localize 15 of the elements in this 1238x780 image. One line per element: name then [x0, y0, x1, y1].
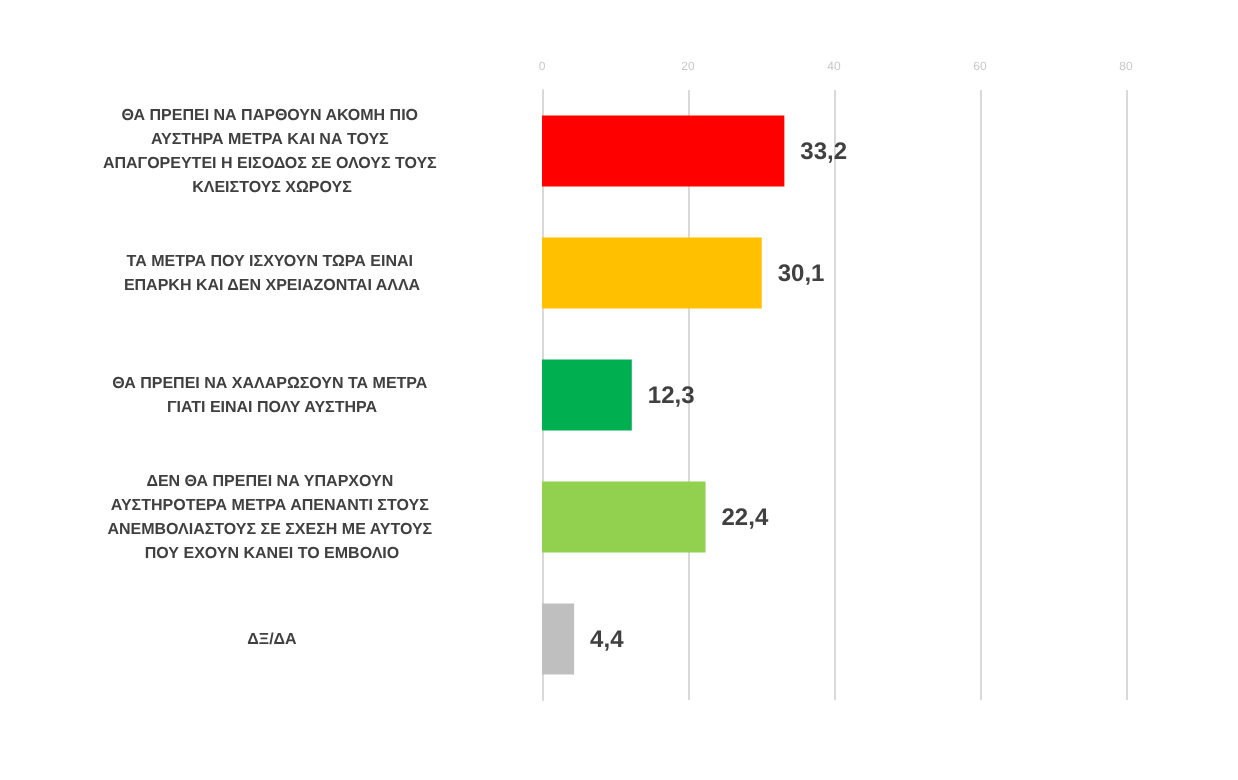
data-label: 22,4 — [721, 503, 769, 531]
bar — [542, 481, 706, 553]
data-label: 12,3 — [647, 381, 696, 409]
y-tick-label: ΤΑ ΜΕΤΡΑ ΠΟΥ ΙΣΧΥΟΥΝ ΤΩΡΑ ΕΙΝΑΙ ΕΠΑΡΚΗ ΚΑΙ ΔΕΝ ΧΡΕΙΑΖΟΝΤΑΙ ΑΛΛΑ — [123, 252, 421, 294]
data-label: 4,4 — [590, 625, 625, 653]
y-tick-label: ΔΞ/ΔΑ — [247, 630, 298, 648]
bar — [542, 359, 632, 431]
y-tick-label: ΔΕΝ ΘΑ ΠΡΕΠΕΙ ΝΑ ΥΠΑΡΧΟΥΝ ΑΥΣΤΗΡΟΤΕΡΑ ΜΕΤΡΑ ΑΠΕΝΑΝΤΙ ΣΤΟΥΣ ΑΝΕΜΒΟΛΙΑΣΤΟΥΣ ΣΕ ΣΧΕΣΗ ΜΕ ΑΥΤΟΥΣ ΠΟΥ ΕΧΟΥΝ ΚΑΝΕΙ ΤΟ ΕΜΒΟΛΙΟ — [107, 472, 437, 562]
y-tick-label: ΘΑ ΠΡΕΠΕΙ ΝΑ ΧΑΛΑΡΩΣΟΥΝ ΤΑ ΜΕΤΡΑ ΓΙΑΤΙ ΕΙΝΑΙ ΠΟΛΥ ΑΥΣΤΗΡΑ — [112, 374, 432, 416]
y-tick-label: ΘΑ ΠΡΕΠΕΙ ΝΑ ΠΑΡΘΟΥΝ ΑΚΟΜΗ ΠΙΟ ΑΥΣΤΗΡΑ ΜΕΤΡΑ ΚΑΙ ΝΑ ΤΟΥΣ ΑΠΑΓΟΡΕΥΤΕΙ Η ΕΙΣΟΔΟΣ ΣΕ ΟΛΟΥΣ ΤΟΥΣ ΚΛΕΙΣΤΟΥΣ ΧΩΡΟΥΣ — [102, 106, 442, 196]
bar — [542, 237, 762, 309]
bar — [542, 115, 785, 187]
data-label: 30,1 — [777, 259, 826, 287]
data-label: 33,2 — [800, 137, 848, 165]
bar — [542, 603, 575, 675]
